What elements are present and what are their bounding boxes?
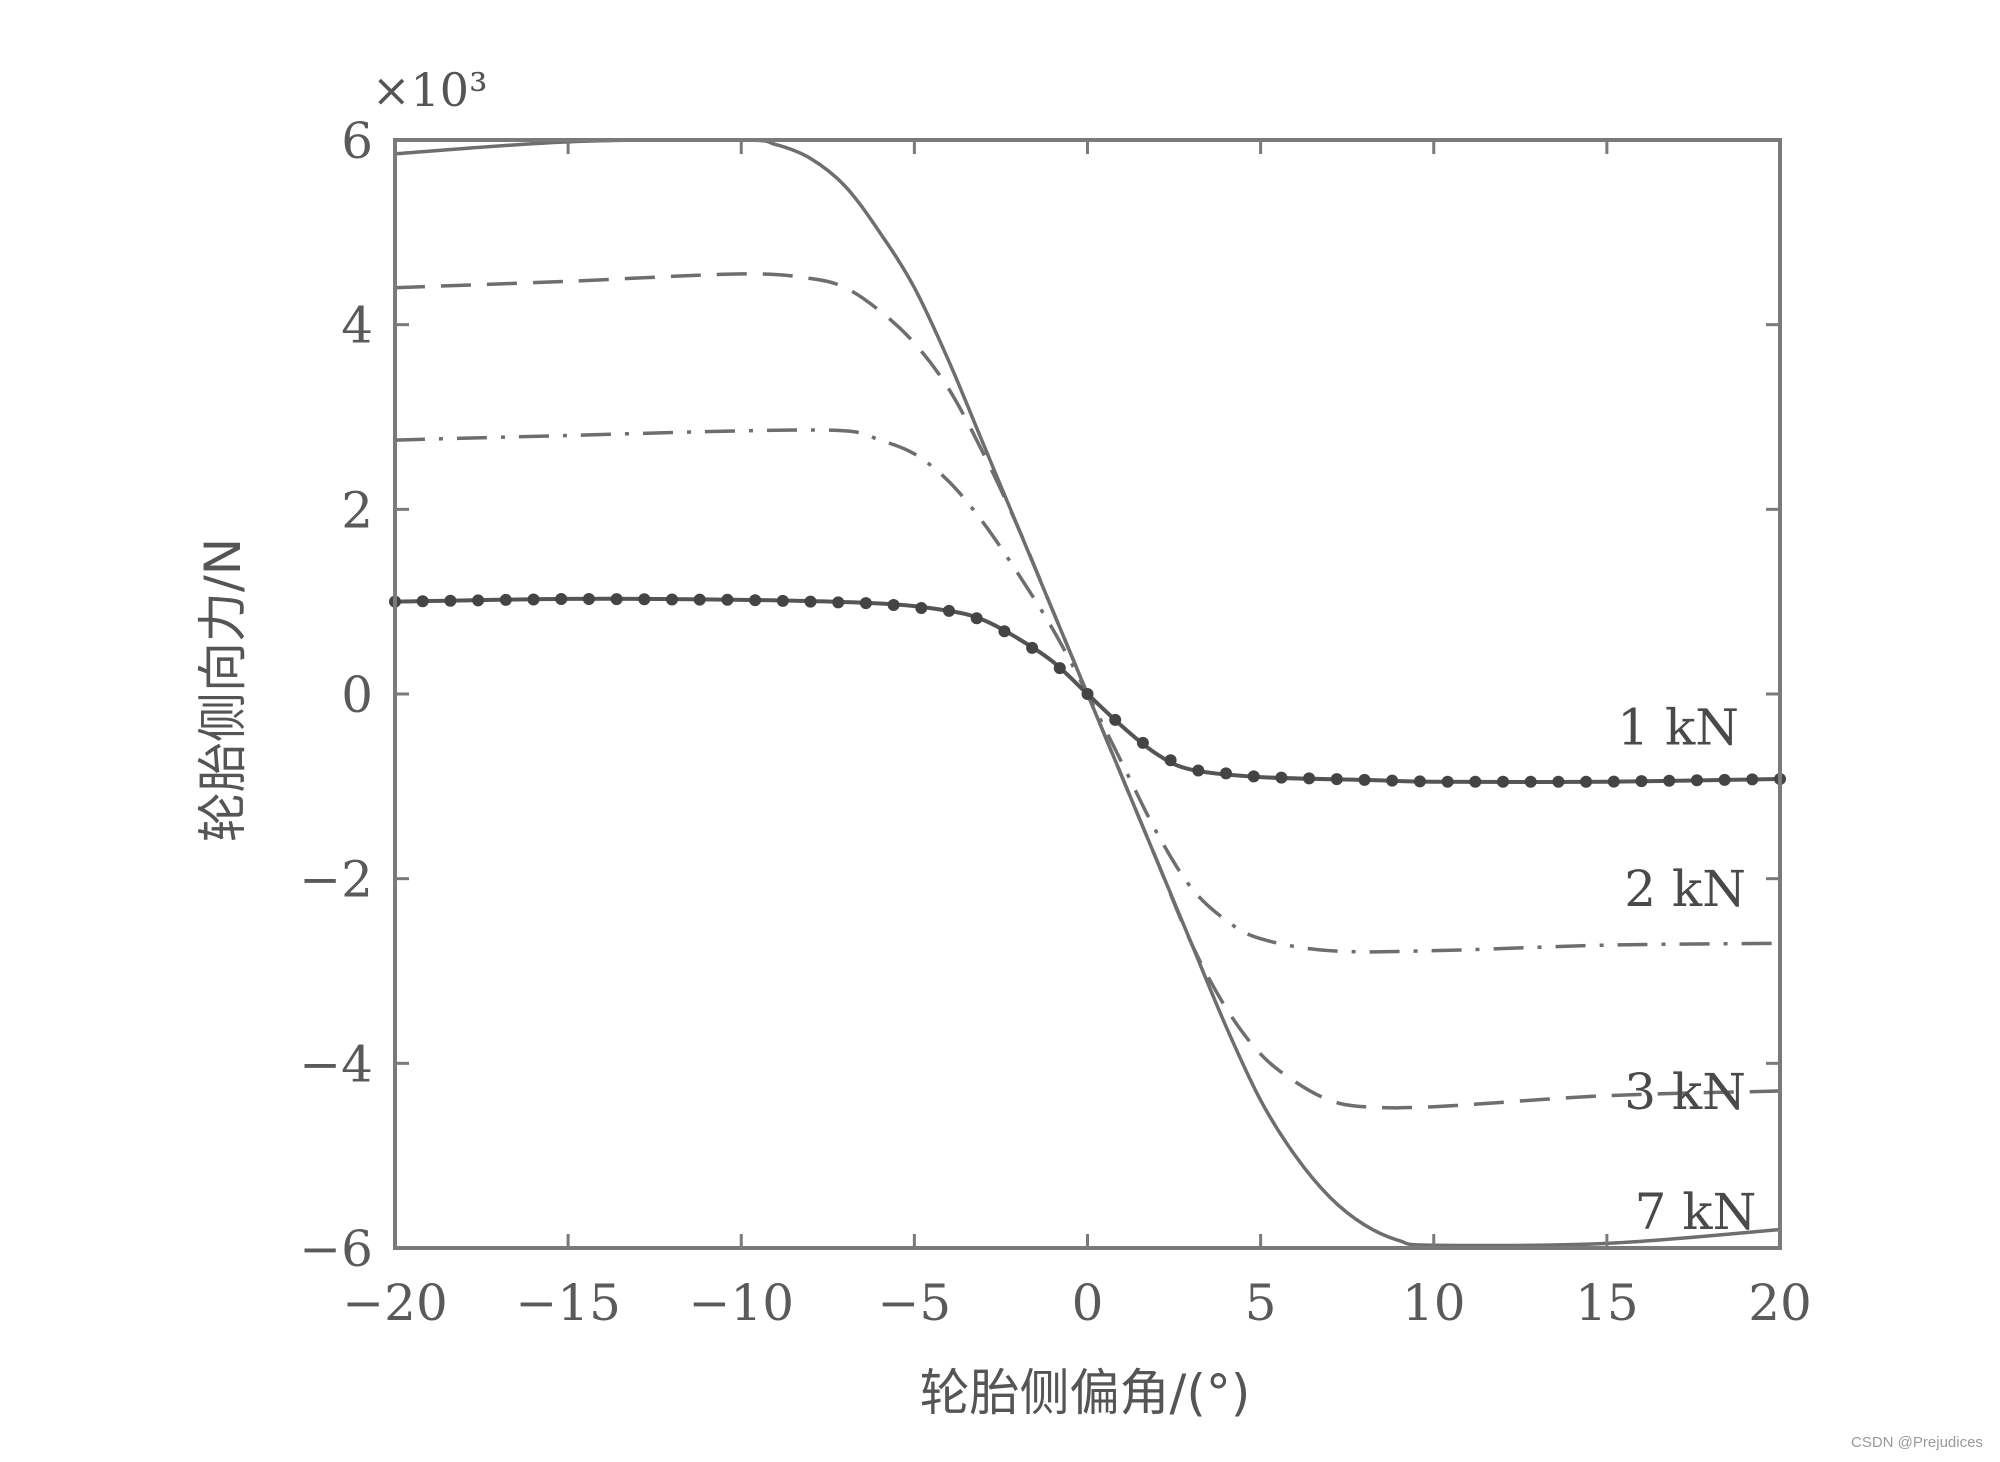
data-marker [582, 593, 595, 606]
data-marker [1220, 767, 1232, 780]
data-marker [859, 597, 872, 610]
data-marker [915, 601, 928, 614]
x-tick-label: 0 [1072, 1274, 1104, 1332]
data-marker [1081, 688, 1094, 700]
data-marker [1413, 775, 1426, 788]
x-tick-label: −10 [688, 1274, 794, 1332]
data-marker [1386, 774, 1399, 787]
data-marker [1247, 770, 1260, 783]
data-marker [998, 625, 1011, 638]
data-marker [749, 594, 762, 607]
data-marker [721, 593, 734, 606]
series-labels: 7 kN 3 kN 2 kN 1 kN [1617, 698, 1756, 1241]
series-label: 1 kN [1617, 698, 1739, 756]
data-marker [527, 593, 540, 606]
data-marker [1635, 775, 1648, 788]
data-marker [804, 595, 817, 608]
data-marker [1330, 773, 1343, 786]
x-tick-label: −5 [878, 1274, 952, 1332]
data-marker [666, 593, 678, 606]
data-marker [1469, 775, 1482, 788]
data-marker [1053, 662, 1066, 675]
y-tick-label: −2 [299, 851, 373, 909]
x-tick-label: 10 [1402, 1274, 1466, 1332]
data-marker [1552, 775, 1565, 788]
data-marker [472, 594, 485, 607]
data-marker [416, 595, 429, 608]
data-marker [444, 594, 457, 607]
data-marker [1275, 771, 1288, 784]
x-tick-label: 5 [1245, 1274, 1277, 1332]
data-marker [832, 596, 845, 609]
series-label: 3 kN [1624, 1063, 1746, 1121]
data-marker [555, 593, 568, 606]
y-tick-label: 0 [341, 666, 373, 724]
x-tick-label: −20 [342, 1274, 448, 1332]
data-marker [1192, 764, 1205, 777]
x-tick-label: −15 [515, 1274, 621, 1332]
data-marker [1497, 775, 1509, 788]
data-marker [1690, 774, 1703, 787]
data-marker [1358, 773, 1371, 786]
x-tick-label: 20 [1748, 1274, 1812, 1332]
data-marker [1580, 775, 1593, 788]
x-axis-title: 轮胎侧偏角/(°) [920, 1364, 1251, 1422]
y-axis-title: 轮胎侧向力/N [194, 538, 252, 842]
y-axis-multiplier: ×10³ [372, 63, 488, 117]
watermark: CSDN @Prejudices [1851, 1434, 1983, 1451]
data-marker [1164, 754, 1177, 767]
data-marker [970, 612, 983, 625]
series-label: 7 kN [1635, 1183, 1757, 1241]
data-marker [499, 593, 512, 606]
data-marker [1136, 736, 1149, 749]
series-line-2kn [394, 428, 1781, 954]
y-tick-label: 6 [341, 112, 373, 170]
data-marker [943, 604, 955, 617]
data-marker [1303, 772, 1316, 785]
data-marker [1746, 773, 1759, 786]
data-marker [1524, 775, 1537, 788]
data-marker [887, 598, 900, 611]
y-tick-label: 4 [341, 297, 373, 355]
data-marker [776, 594, 789, 607]
series-lines [389, 138, 1786, 1248]
series-label: 2 kN [1624, 860, 1746, 918]
data-marker [1718, 773, 1731, 786]
data-marker [1441, 775, 1454, 788]
data-marker [1109, 713, 1122, 726]
data-marker [693, 593, 706, 606]
y-tick-label: 2 [341, 481, 373, 539]
data-marker [1663, 774, 1676, 787]
data-marker [638, 593, 651, 606]
data-marker [1607, 775, 1620, 788]
x-tick-label: 15 [1575, 1274, 1639, 1332]
data-marker [1026, 641, 1039, 654]
y-tick-label: −6 [299, 1220, 373, 1278]
y-tick-label: −4 [299, 1035, 373, 1093]
data-marker [610, 593, 623, 606]
